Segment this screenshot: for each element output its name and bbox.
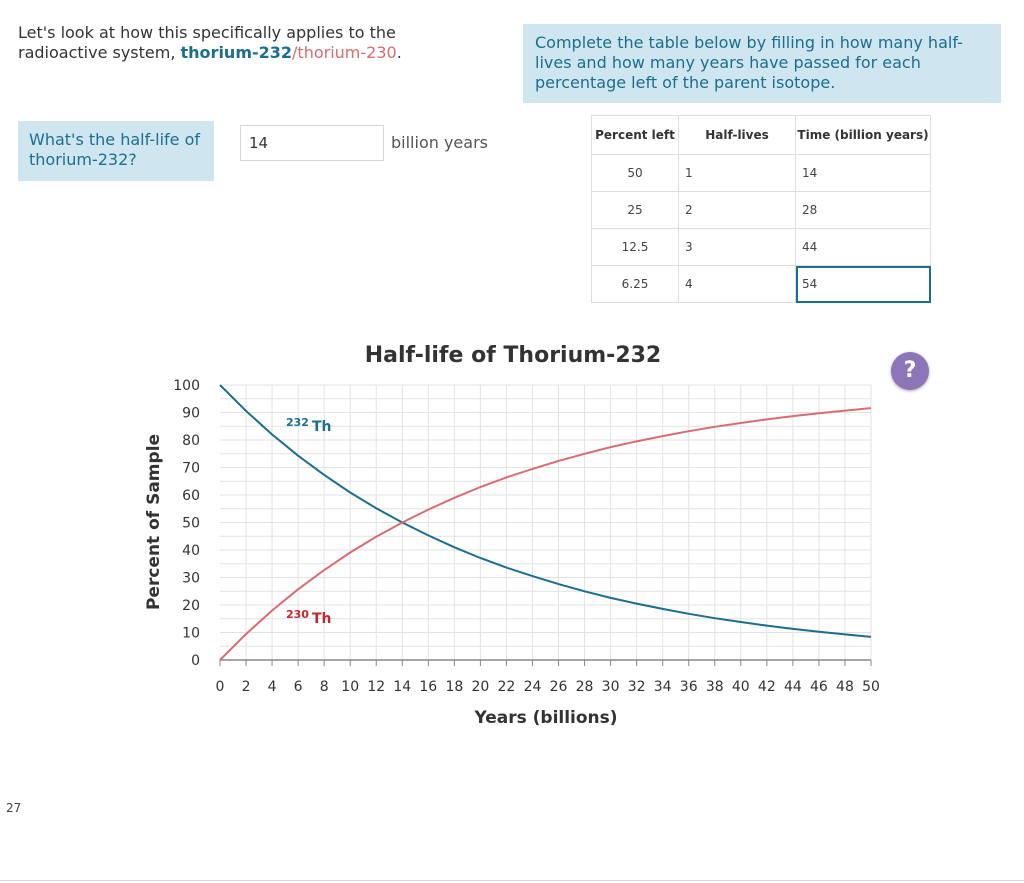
x-tick-label: 2 <box>242 679 251 695</box>
x-tick-label: 48 <box>836 679 854 695</box>
y-tick-label: 50 <box>182 516 200 532</box>
y-tick-label: 60 <box>182 488 200 504</box>
instructions-box: Complete the table below by filling in h… <box>523 24 1001 103</box>
chart-title: Half-life of Thorium-232 <box>365 343 662 368</box>
y-tick-label: 30 <box>182 571 200 587</box>
y-tick-label: 80 <box>182 433 200 449</box>
intro-text: Let's look at how this specifically appl… <box>18 23 488 63</box>
half-life-answer-input[interactable] <box>240 125 384 161</box>
page-number: 27 <box>6 801 22 815</box>
x-tick-label: 10 <box>341 679 359 695</box>
bottom-divider <box>0 880 1024 881</box>
chart-axes <box>219 659 872 666</box>
x-tick-label: 44 <box>784 679 802 695</box>
isotope-separator: / <box>292 43 298 62</box>
cell-half-lives-input[interactable]: 2 <box>678 191 796 229</box>
intro-period: . <box>396 43 402 62</box>
x-tick-label: 34 <box>654 679 672 695</box>
cell-percent: 25 <box>591 191 679 229</box>
x-tick-label: 40 <box>732 679 750 695</box>
y-tick-label: 40 <box>182 543 200 559</box>
isotope-thorium-230: thorium-230 <box>297 43 397 62</box>
cell-time-input[interactable]: 28 <box>795 191 931 229</box>
x-tick-label: 6 <box>294 679 303 695</box>
series-label-230-th: 230 Th <box>286 608 332 627</box>
x-tick-label: 12 <box>367 679 385 695</box>
x-tick-label: 20 <box>471 679 489 695</box>
cell-time-input[interactable]: 44 <box>795 228 931 266</box>
y-tick-label: 100 <box>173 378 200 394</box>
cell-half-lives-input[interactable]: 4 <box>678 265 796 303</box>
cell-percent: 6.25 <box>591 265 679 303</box>
series-label-232-th: 232 Th <box>286 416 332 435</box>
intro-sentence: Let's look at how this specifically appl… <box>18 23 396 62</box>
x-tick-label: 22 <box>498 679 516 695</box>
x-tick-label: 14 <box>393 679 411 695</box>
x-tick-label: 50 <box>862 679 880 695</box>
question-prompt: What's the half-life of thorium-232? <box>18 121 214 181</box>
x-tick-label: 18 <box>445 679 463 695</box>
cell-time-input-active[interactable]: 54 <box>795 265 931 303</box>
x-tick-label: 28 <box>576 679 594 695</box>
x-tick-label: 38 <box>706 679 724 695</box>
x-tick-label: 26 <box>550 679 568 695</box>
chart-tick-labels: 0 2 4 6 8 10 12 14 16 18 20 22 24 26 28 30 32 34 36 38 40 42 4… <box>173 378 880 695</box>
series-line-232-th <box>219 384 872 638</box>
header-time: Time (billion years) <box>795 115 931 155</box>
table-header-row: Percent left Half-lives Time (billion ye… <box>591 115 931 155</box>
x-tick-label: 8 <box>320 679 329 695</box>
x-tick-label: 42 <box>758 679 776 695</box>
series-line-230-th <box>219 407 872 661</box>
table-row: 50 1 14 <box>591 154 931 192</box>
header-half-lives: Half-lives <box>678 115 796 155</box>
x-tick-label: 0 <box>216 679 225 695</box>
chart-series-labels: 232 Th 230 Th <box>286 416 332 627</box>
y-tick-label: 10 <box>182 626 200 642</box>
x-tick-label: 24 <box>524 679 542 695</box>
y-tick-label: 0 <box>191 653 200 669</box>
cell-percent: 50 <box>591 154 679 192</box>
header-percent-left: Percent left <box>591 115 679 155</box>
x-tick-label: 32 <box>628 679 646 695</box>
y-axis-label: Percent of Sample <box>144 434 164 610</box>
cell-half-lives-input[interactable]: 1 <box>678 154 796 192</box>
chart-series <box>219 384 872 661</box>
x-tick-label: 36 <box>680 679 698 695</box>
x-tick-label: 46 <box>810 679 828 695</box>
table-row: 25 2 28 <box>591 191 931 229</box>
table-row: 12.5 3 44 <box>591 228 931 266</box>
y-tick-label: 70 <box>182 461 200 477</box>
half-life-table: Percent left Half-lives Time (billion ye… <box>591 115 931 303</box>
x-tick-label: 30 <box>602 679 620 695</box>
y-tick-label: 90 <box>182 406 200 422</box>
x-axis-label: Years (billions) <box>473 708 617 728</box>
x-tick-label: 4 <box>268 679 277 695</box>
answer-unit: billion years <box>391 133 488 152</box>
y-tick-label: 20 <box>182 598 200 614</box>
x-tick-label: 16 <box>419 679 437 695</box>
isotope-thorium-232: thorium-232 <box>180 43 293 62</box>
table-row: 6.25 4 54 <box>591 265 931 303</box>
help-button[interactable]: ? <box>891 352 929 390</box>
cell-time-input[interactable]: 14 <box>795 154 931 192</box>
